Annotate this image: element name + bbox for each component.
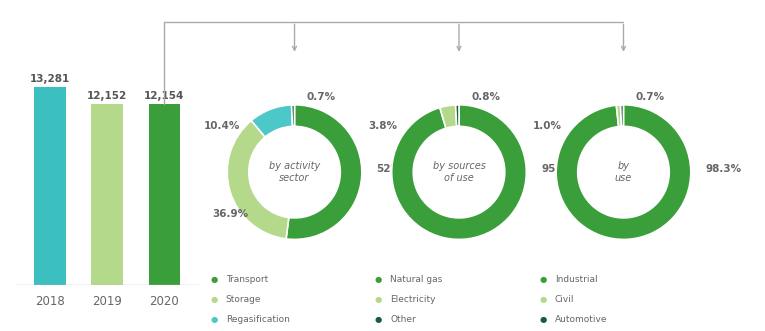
Wedge shape — [617, 105, 621, 126]
Text: ●: ● — [375, 275, 382, 284]
Text: ●: ● — [210, 275, 217, 284]
Text: 52%: 52% — [376, 164, 402, 174]
Text: 12,152: 12,152 — [87, 91, 127, 101]
Wedge shape — [556, 105, 691, 239]
Text: ●: ● — [539, 275, 546, 284]
Text: ●: ● — [539, 315, 546, 324]
Text: 98.3%: 98.3% — [705, 164, 742, 174]
Wedge shape — [392, 105, 526, 239]
Text: 3.8%: 3.8% — [368, 121, 397, 131]
Text: by
use: by use — [615, 161, 632, 183]
Text: ●: ● — [210, 295, 217, 304]
Text: ●: ● — [375, 295, 382, 304]
Text: 2018: 2018 — [35, 295, 64, 308]
Text: ●: ● — [210, 315, 217, 324]
Wedge shape — [456, 105, 459, 126]
Text: Natural gas: Natural gas — [390, 275, 442, 284]
Text: 10.4%: 10.4% — [203, 121, 240, 131]
Text: Industrial: Industrial — [555, 275, 597, 284]
Text: 0.8%: 0.8% — [471, 92, 500, 102]
Text: 12,154: 12,154 — [145, 91, 184, 101]
Text: Transport: Transport — [226, 275, 268, 284]
Wedge shape — [227, 120, 289, 239]
Text: 36.9%: 36.9% — [213, 209, 249, 219]
Text: 13,281: 13,281 — [30, 74, 70, 84]
Text: Electricity: Electricity — [390, 295, 435, 304]
Text: ●: ● — [375, 315, 382, 324]
Text: Civil: Civil — [555, 295, 574, 304]
Text: 2020: 2020 — [150, 295, 179, 308]
Text: 0.7%: 0.7% — [307, 92, 336, 102]
Text: 2019: 2019 — [92, 295, 122, 308]
Text: Regasification: Regasification — [226, 315, 289, 324]
Bar — [148, 104, 181, 285]
Bar — [34, 87, 66, 285]
Text: 95,4%: 95,4% — [541, 164, 578, 174]
Wedge shape — [251, 105, 292, 137]
Text: by activity
sector: by activity sector — [269, 161, 320, 183]
Text: by sources
of use: by sources of use — [432, 161, 486, 183]
Text: ●: ● — [539, 295, 546, 304]
Text: Automotive: Automotive — [555, 315, 607, 324]
Wedge shape — [440, 105, 457, 128]
Bar — [91, 104, 123, 285]
Wedge shape — [620, 105, 623, 126]
Text: Other: Other — [390, 315, 416, 324]
Wedge shape — [286, 105, 362, 239]
Text: 1.0%: 1.0% — [532, 121, 562, 131]
Text: Storage: Storage — [226, 295, 261, 304]
Wedge shape — [291, 105, 295, 126]
Text: 0.7%: 0.7% — [636, 92, 665, 102]
